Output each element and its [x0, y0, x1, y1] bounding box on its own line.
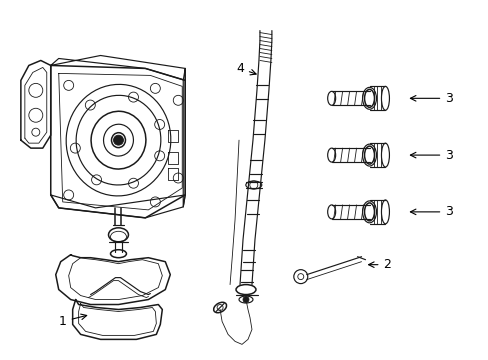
Text: 3: 3 — [409, 205, 452, 219]
Text: 2: 2 — [368, 258, 390, 271]
Text: 1: 1 — [59, 314, 86, 328]
Text: 3: 3 — [409, 92, 452, 105]
Circle shape — [243, 297, 248, 302]
Circle shape — [113, 135, 123, 145]
Text: 4: 4 — [236, 62, 256, 75]
Text: 3: 3 — [409, 149, 452, 162]
